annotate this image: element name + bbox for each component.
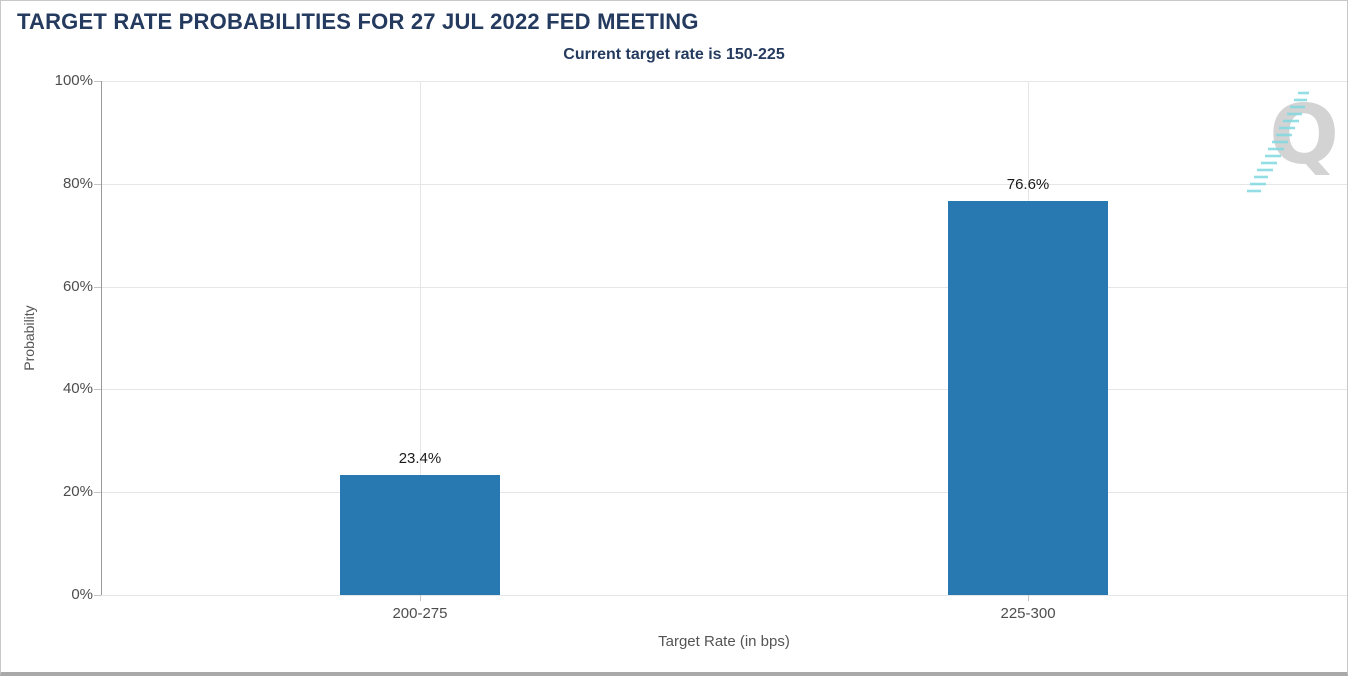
chart-subtitle: Current target rate is 150-225 — [563, 46, 785, 63]
x-tick-mark — [1028, 595, 1030, 601]
y-axis-line — [101, 81, 102, 595]
y-tick-label: 20% — [62, 483, 93, 501]
x-axis-title: Target Rate (in bps) — [658, 633, 790, 650]
y-tick-mark — [94, 389, 101, 391]
y-tick-label: 40% — [62, 380, 93, 398]
chart-title: TARGET RATE PROBABILITIES FOR 27 JUL 202… — [17, 9, 699, 34]
plot-area: 23.4% 200-275 76.6% 225-300 — [94, 81, 1347, 622]
x-tick-mark — [419, 595, 421, 601]
bar-value-label: 76.6% — [1006, 176, 1050, 194]
x-tick-label: 225-300 — [1000, 605, 1056, 622]
horizontal-gridline — [101, 81, 1347, 82]
y-tick-label: 60% — [62, 277, 93, 295]
y-tick-label: 100% — [54, 72, 93, 89]
x-tick-label: 200-275 — [392, 605, 448, 622]
horizontal-gridline — [101, 183, 1347, 185]
y-tick-mark — [94, 81, 101, 82]
y-tick-label: 0% — [71, 586, 93, 603]
y-axis-title: Probability — [21, 305, 37, 371]
y-tick-mark — [94, 183, 101, 185]
horizontal-gridline — [101, 389, 1347, 391]
y-tick-mark — [94, 595, 101, 596]
bar-value-label: 23.4% — [398, 449, 442, 467]
y-tick-mark — [94, 492, 101, 494]
y-tick-mark — [94, 286, 101, 288]
probability-bar[interactable] — [948, 201, 1109, 595]
vertical-gridline — [419, 81, 421, 595]
horizontal-gridline — [101, 286, 1347, 288]
probability-bar[interactable] — [339, 474, 500, 595]
y-tick-label: 80% — [62, 174, 93, 192]
horizontal-gridline — [101, 492, 1347, 494]
horizontal-gridline — [101, 595, 1347, 596]
